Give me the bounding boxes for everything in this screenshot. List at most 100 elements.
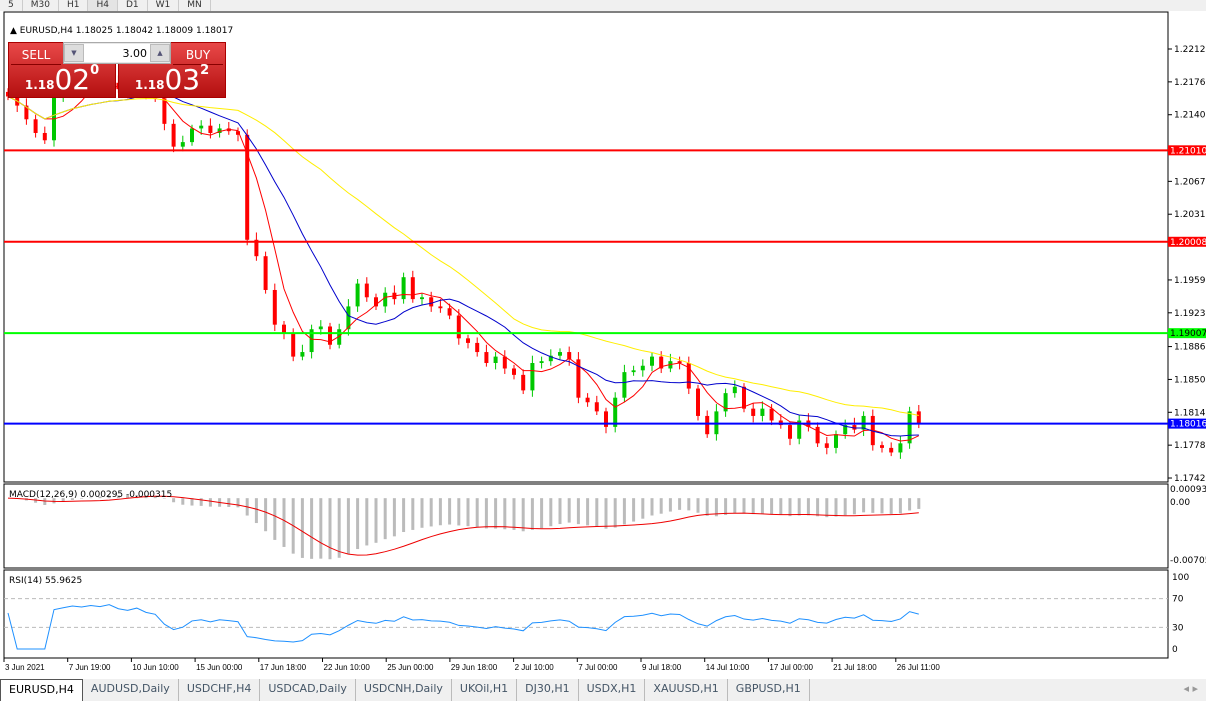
tab-usdchf-h4[interactable]: USDCHF,H4 bbox=[179, 679, 261, 701]
candle-body bbox=[788, 425, 792, 439]
tab-scroll-arrows-icon[interactable]: ◂ ▸ bbox=[1183, 682, 1198, 695]
price-axis-label: 1.18500 bbox=[1174, 375, 1206, 385]
candle-body bbox=[429, 297, 434, 307]
candle-body bbox=[760, 408, 765, 416]
candle-body bbox=[364, 283, 369, 298]
macd-axis-top: 0.00093 bbox=[1170, 485, 1206, 495]
candle-body bbox=[162, 98, 167, 124]
lot-input[interactable] bbox=[84, 44, 150, 62]
chart-tabs: EURUSD,H4 AUDUSD,Daily USDCHF,H4 USDCAD,Dai… bbox=[0, 679, 1206, 701]
rsi-axis-label: 30 bbox=[1172, 623, 1184, 633]
candle-body bbox=[456, 315, 461, 339]
buy-price-fraction: 2 bbox=[200, 63, 210, 78]
tab-usdcad-daily[interactable]: USDCAD,Daily bbox=[260, 679, 356, 701]
time-axis-label: 15 Jun 00:00 bbox=[196, 663, 243, 672]
sell-price-prefix: 1.18 bbox=[24, 78, 55, 92]
timeframe-H1[interactable]: H1 bbox=[59, 0, 89, 11]
candle-body bbox=[539, 361, 544, 364]
candle-body bbox=[567, 352, 572, 360]
rsi-axis-label: 70 bbox=[1172, 595, 1184, 605]
candle-body bbox=[631, 370, 636, 373]
time-axis-label: 9 Jul 18:00 bbox=[642, 663, 682, 672]
sell-price-fraction: 0 bbox=[90, 63, 100, 78]
candle-body bbox=[328, 326, 332, 345]
timeframe-toolbar: 5 M30 H1 H4 D1 W1 MN bbox=[0, 0, 211, 11]
timeframe-5[interactable]: 5 bbox=[0, 0, 23, 11]
candle-body bbox=[594, 402, 599, 412]
candle-body bbox=[843, 425, 848, 435]
candle-body bbox=[512, 368, 516, 375]
candle-body bbox=[898, 443, 903, 453]
candle-body bbox=[548, 355, 553, 362]
time-axis-label: 26 Jul 11:00 bbox=[897, 663, 941, 672]
time-axis-label: 2 Jul 10:00 bbox=[515, 663, 555, 672]
candle-body bbox=[420, 297, 424, 300]
candle-body bbox=[475, 342, 480, 353]
candle-body bbox=[686, 363, 691, 389]
tab-usdx-h1[interactable]: USDX,H1 bbox=[579, 679, 646, 701]
price-line-label-bg bbox=[1168, 236, 1206, 247]
price-chart[interactable]: 1.22120 1.21760 1.21400 1.20670 1.20310 1.195… bbox=[0, 11, 1206, 679]
candle-body bbox=[199, 125, 204, 129]
decrease-lot-icon[interactable]: ▼ bbox=[64, 44, 84, 62]
candle-body bbox=[530, 363, 535, 391]
price-axis-label: 1.18860 bbox=[1174, 343, 1206, 353]
price-line-label-bg bbox=[1168, 145, 1206, 156]
tab-dj30-h1[interactable]: DJ30,H1 bbox=[517, 679, 579, 701]
price-line-label-bg bbox=[1168, 418, 1206, 429]
timeframe-MN[interactable]: MN bbox=[179, 0, 211, 11]
candle-body bbox=[705, 415, 710, 435]
candle-body bbox=[742, 386, 746, 409]
price-axis-label: 1.17780 bbox=[1174, 441, 1206, 451]
candle-body bbox=[916, 411, 921, 424]
candle-body bbox=[558, 352, 562, 356]
time-axis-label: 22 Jun 10:00 bbox=[324, 663, 371, 672]
candle-body bbox=[493, 356, 498, 364]
price-axis-label: 1.22120 bbox=[1174, 45, 1206, 55]
macd-axis-zero: 0.00 bbox=[1170, 498, 1190, 508]
candle-body bbox=[834, 434, 838, 448]
chart-header: ▲ EURUSD,H4 1.18025 1.18042 1.18009 1.18… bbox=[10, 26, 233, 36]
candle-body bbox=[190, 128, 194, 143]
candle-body bbox=[383, 292, 388, 307]
timeframe-D1[interactable]: D1 bbox=[118, 0, 148, 11]
time-axis-label: 29 Jun 18:00 bbox=[451, 663, 498, 672]
sell-price: 1.18020 bbox=[9, 63, 115, 97]
increase-lot-icon[interactable]: ▲ bbox=[150, 44, 170, 62]
candle-body bbox=[355, 283, 360, 307]
candle-body bbox=[889, 447, 894, 453]
timeframe-H4[interactable]: H4 bbox=[88, 0, 118, 11]
time-axis-label: 17 Jul 00:00 bbox=[769, 663, 813, 672]
candle-body bbox=[824, 443, 829, 448]
candle-body bbox=[171, 123, 176, 147]
candle-body bbox=[604, 411, 608, 427]
price-line-label: 1.21010 bbox=[1170, 146, 1206, 156]
candle-body bbox=[42, 132, 47, 141]
price-axis-label: 1.18140 bbox=[1174, 408, 1206, 418]
lot-size-stepper[interactable]: ▼ ▲ bbox=[63, 42, 171, 64]
tab-eurusd-h4[interactable]: EURUSD,H4 bbox=[0, 679, 83, 701]
time-axis-label: 7 Jul 00:00 bbox=[578, 663, 618, 672]
timeframe-W1[interactable]: W1 bbox=[148, 0, 180, 11]
candle-body bbox=[282, 324, 286, 334]
time-axis-label: 17 Jun 18:00 bbox=[260, 663, 307, 672]
candle-body bbox=[502, 356, 507, 369]
tab-ukoil-h1[interactable]: UKOil,H1 bbox=[452, 679, 518, 701]
tab-usdcnh-daily[interactable]: USDCNH,Daily bbox=[356, 679, 452, 701]
price-line-label-bg bbox=[1168, 328, 1206, 339]
candle-body bbox=[907, 411, 912, 444]
candle-body bbox=[585, 397, 590, 403]
macd-frame bbox=[3, 483, 1169, 569]
candle-body bbox=[696, 388, 700, 416]
time-axis-label: 25 Jun 00:00 bbox=[387, 663, 434, 672]
price-axis-label: 1.21400 bbox=[1174, 111, 1206, 121]
tab-audusd-daily[interactable]: AUDUSD,Daily bbox=[83, 679, 179, 701]
tab-gbpusd-h1[interactable]: GBPUSD,H1 bbox=[728, 679, 810, 701]
time-axis-label: 3 Jun 2021 bbox=[5, 663, 45, 672]
candle-body bbox=[245, 134, 250, 240]
timeframe-M30[interactable]: M30 bbox=[23, 0, 59, 11]
candle-body bbox=[24, 105, 29, 120]
tab-xauusd-h1[interactable]: XAUUSD,H1 bbox=[645, 679, 728, 701]
candle-body bbox=[521, 374, 526, 391]
candle-body bbox=[677, 361, 682, 364]
